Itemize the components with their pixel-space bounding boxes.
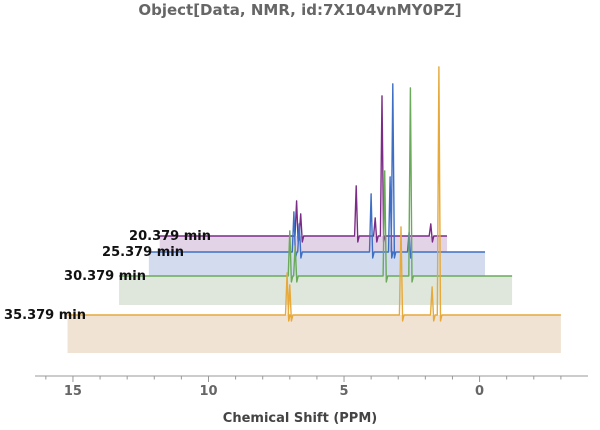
peak-point bbox=[289, 230, 291, 232]
x-tick-label: 10 bbox=[199, 384, 217, 399]
x-tick-label: 15 bbox=[64, 384, 82, 399]
series-line bbox=[67, 66, 561, 322]
series-band bbox=[67, 315, 561, 353]
peak-point bbox=[300, 213, 302, 215]
peak-point bbox=[370, 193, 372, 195]
x-axis: 15 10 5 0 bbox=[35, 375, 588, 399]
peak-point bbox=[409, 87, 412, 89]
peak-point bbox=[289, 284, 291, 286]
peak-point bbox=[295, 200, 298, 202]
series-line bbox=[148, 83, 485, 259]
series-label: 30.379 min bbox=[64, 269, 146, 284]
x-tick-label: 5 bbox=[340, 384, 349, 399]
peak-point bbox=[438, 66, 440, 68]
series-label: 20.379 min bbox=[129, 229, 211, 244]
chart-title: Object[Data, NMR, id:7X104vnMY0PZ] bbox=[138, 1, 462, 19]
series-label: 25.379 min bbox=[102, 245, 184, 260]
peak-point bbox=[384, 170, 386, 172]
peak-point bbox=[355, 185, 357, 187]
peak-point bbox=[431, 286, 433, 288]
series-line bbox=[159, 95, 447, 243]
peak-point bbox=[400, 226, 402, 228]
peak-point bbox=[392, 83, 394, 85]
peak-point bbox=[286, 272, 288, 274]
peak-point bbox=[298, 223, 300, 225]
peak-point bbox=[293, 211, 295, 213]
x-axis-label: Chemical Shift (PPM) bbox=[222, 411, 378, 426]
peak-point bbox=[294, 245, 296, 247]
series-lines bbox=[67, 66, 561, 322]
peak-point bbox=[381, 95, 383, 97]
series-line bbox=[119, 87, 513, 283]
series-band bbox=[119, 276, 513, 305]
peak-point bbox=[389, 176, 391, 178]
x-tick-label: 0 bbox=[475, 384, 484, 399]
series-bands bbox=[67, 236, 561, 353]
peak-point bbox=[374, 217, 376, 219]
series-label: 35.379 min bbox=[4, 308, 86, 323]
peak-point bbox=[430, 223, 432, 225]
series-band bbox=[148, 252, 485, 276]
series-band bbox=[159, 236, 448, 252]
